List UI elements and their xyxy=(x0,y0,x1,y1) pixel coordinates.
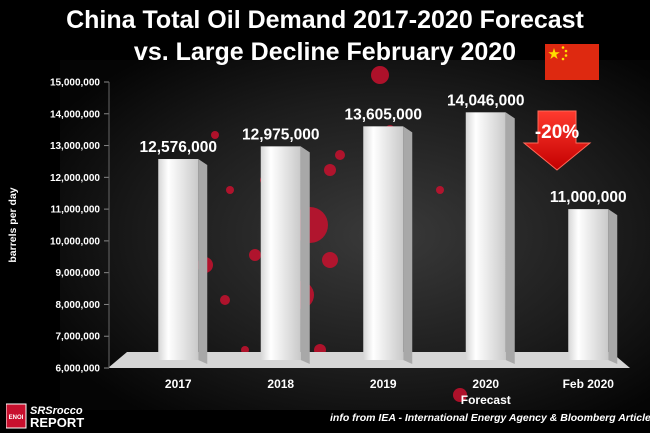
bar xyxy=(363,126,404,360)
y-tick-label: 13,000,000 xyxy=(50,141,100,152)
source-note: info from IEA - International Energy Age… xyxy=(330,412,650,424)
srsrocco-report-logo: ENOI SRSrocco REPORT xyxy=(6,403,84,429)
map-dot xyxy=(220,295,230,305)
x-tick-label: 2017 xyxy=(165,377,192,391)
map-dot xyxy=(322,252,338,268)
bar xyxy=(568,209,609,360)
bar-value-label: 14,046,000 xyxy=(447,92,525,109)
chart-title-line2: vs. Large Decline February 2020 xyxy=(133,38,517,66)
x-tick-label: 2018 xyxy=(267,377,294,391)
y-tick-label: 8,000,000 xyxy=(56,300,101,311)
bar-side xyxy=(505,112,515,364)
map-dot xyxy=(335,150,345,160)
map-dot xyxy=(249,249,261,261)
logo-icon-text: ENOI xyxy=(9,415,24,421)
y-tick-label: 6,000,000 xyxy=(56,364,101,375)
bar-side xyxy=(608,209,618,364)
x-tick-label: 2020 xyxy=(472,377,499,391)
map-dot xyxy=(211,131,219,139)
decline-percent-label: -20% xyxy=(535,122,579,143)
y-tick-label: 10,000,000 xyxy=(50,236,100,247)
map-dot xyxy=(453,388,467,402)
bar-side xyxy=(300,146,310,364)
map-dot xyxy=(371,66,389,84)
bar-value-label: 12,576,000 xyxy=(139,139,217,156)
map-dot xyxy=(226,186,234,194)
china-flag-icon xyxy=(545,44,599,80)
bar-side xyxy=(403,126,413,364)
bar xyxy=(465,112,506,360)
x-tick-label: 2019 xyxy=(370,377,397,391)
decline-arrow-icon: -20% xyxy=(522,110,592,171)
bar xyxy=(158,159,199,360)
x-tick-label: Feb 2020 xyxy=(563,377,615,391)
bar-value-label: 12,975,000 xyxy=(242,126,320,143)
logo-brand-line1: SRSrocco xyxy=(30,405,83,417)
chart-title-line1: China Total Oil Demand 2017-2020 Forecas… xyxy=(66,6,584,34)
y-tick-label: 7,000,000 xyxy=(56,332,101,343)
bar-value-label: 13,605,000 xyxy=(344,106,422,123)
bar-value-label: 11,000,000 xyxy=(550,189,627,206)
y-tick-label: 11,000,000 xyxy=(51,205,101,216)
x-tick-sublabel: Forecast xyxy=(461,393,511,407)
decline-arrow-shape xyxy=(522,110,592,171)
map-dot xyxy=(436,186,444,194)
y-axis-title: barrels per day xyxy=(7,187,19,262)
map-dot xyxy=(324,164,336,176)
logo-brand-line2: REPORT xyxy=(30,415,84,429)
bar xyxy=(260,146,301,360)
y-tick-label: 12,000,000 xyxy=(50,173,100,184)
y-tick-label: 9,000,000 xyxy=(56,268,101,279)
bar-side xyxy=(198,159,208,364)
y-tick-label: 15,000,000 xyxy=(50,78,100,89)
y-tick-label: 14,000,000 xyxy=(50,109,100,120)
